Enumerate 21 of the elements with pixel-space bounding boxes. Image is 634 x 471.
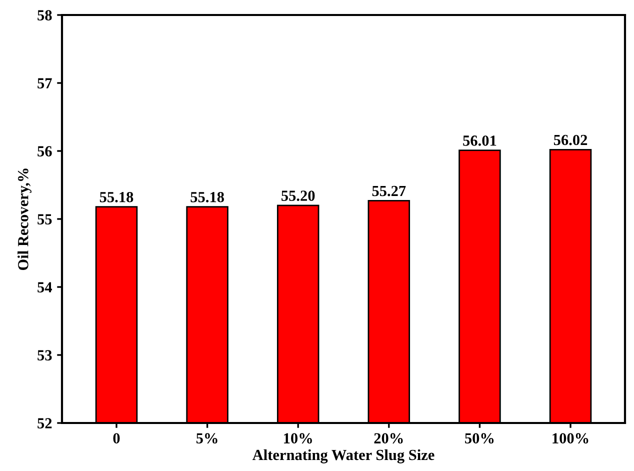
data-label: 56.01	[463, 136, 496, 146]
data-label: 55.27	[372, 186, 406, 196]
y-tick-label: 54	[38, 282, 52, 292]
x-tick-label: 5%	[196, 433, 218, 444]
data-label: 55.20	[282, 190, 315, 201]
x-tick-label: 20%	[374, 433, 403, 444]
x-tick-label: 10%	[284, 433, 312, 444]
y-axis-title: Oil Recovery,%	[18, 168, 32, 270]
data-label: 55.18	[190, 192, 224, 202]
x-tick-label: 0	[113, 433, 120, 444]
y-tick-label: 58	[38, 10, 52, 20]
y-tick-label: 57	[38, 78, 52, 88]
data-label: 56.02	[554, 134, 588, 146]
x-axis-title: Alternating Water Slug Size	[252, 449, 434, 464]
y-tick-label: 52	[38, 418, 52, 428]
y-tick-label: 55	[38, 214, 52, 224]
data-label: 55.18	[100, 192, 134, 202]
y-tick-label: 53	[38, 350, 52, 360]
x-tick-label: 50%	[465, 433, 494, 444]
y-tick-label: 56	[38, 146, 52, 156]
x-tick-label: 100%	[552, 433, 588, 444]
